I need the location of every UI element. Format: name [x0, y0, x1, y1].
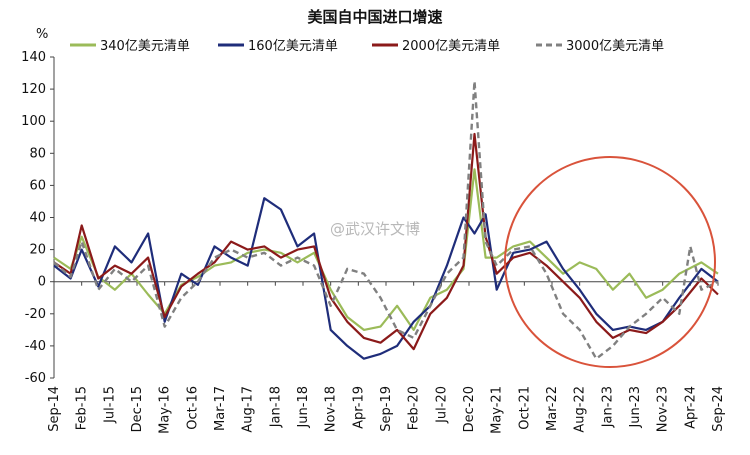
x-tick-label: Jul-15 — [102, 386, 117, 424]
x-tick-label: Jan-23 — [600, 386, 615, 428]
y-tick-label: 60 — [29, 178, 46, 193]
y-tick-label: -20 — [25, 307, 46, 322]
legend: 340亿美元清单 160亿美元清单 2000亿美元清单 3000亿美元清单 — [70, 39, 664, 54]
x-tick-label: Sep-19 — [379, 386, 394, 432]
series-line — [53, 132, 719, 351]
x-tick-label: Nov-23 — [656, 386, 671, 432]
x-tick-label: Jul-20 — [434, 386, 449, 424]
watermark: @武汉许文博 — [330, 220, 420, 238]
x-tick-label: Dec-15 — [130, 386, 145, 432]
x-tick-label: May-16 — [158, 386, 173, 434]
y-tick-label: 80 — [29, 146, 46, 161]
chart-title: 美国自中国进口增速 — [307, 8, 442, 26]
y-tick-label: -40 — [25, 339, 46, 354]
series-lines — [53, 79, 719, 360]
legend-label: 340亿美元清单 — [100, 39, 190, 54]
x-tick-label: May-21 — [490, 386, 505, 434]
legend-label: 160亿美元清单 — [248, 39, 338, 54]
y-unit-label: % — [36, 27, 48, 42]
x-tick-label: Jun-18 — [296, 386, 311, 429]
x-axis: Sep-14 Feb-15 Jul-15 Dec-15 May-16 Oct-16 Mar-… — [47, 281, 726, 434]
highlight-circle — [504, 156, 716, 368]
y-tick-label: 40 — [29, 211, 46, 226]
y-tick-label: 20 — [29, 243, 46, 258]
legend-label: 2000亿美元清单 — [402, 39, 500, 54]
x-tick-label: Jun-23 — [628, 386, 643, 429]
y-tick-label: -60 — [25, 371, 46, 386]
x-tick-label: Oct-16 — [185, 386, 200, 430]
y-axis: -60 -40 -20 0 20 40 60 80 100 120 140 — [21, 50, 55, 386]
x-tick-label: Mar-17 — [213, 386, 228, 431]
x-tick-label: Oct-21 — [517, 386, 532, 430]
y-tick-label: 100 — [21, 114, 46, 129]
x-tick-label: Feb-15 — [75, 386, 90, 430]
series-line — [53, 168, 719, 331]
x-tick-label: Sep-24 — [711, 386, 726, 432]
x-tick-label: Feb-20 — [407, 386, 422, 430]
series-line — [53, 79, 719, 360]
x-tick-label: Sep-14 — [47, 386, 62, 432]
legend-label: 3000亿美元清单 — [566, 39, 664, 54]
y-tick-label: 0 — [38, 275, 46, 290]
x-tick-label: Jan-18 — [268, 386, 283, 428]
y-tick-label: 120 — [21, 82, 46, 97]
x-tick-label: Aug-22 — [573, 386, 588, 433]
x-tick-label: Mar-22 — [545, 386, 560, 431]
x-tick-label: Nov-18 — [324, 386, 339, 432]
x-tick-label: Apr-19 — [351, 386, 366, 429]
x-tick-label: Dec-20 — [462, 386, 477, 432]
x-tick-label: Apr-24 — [683, 386, 698, 429]
y-tick-label: 140 — [21, 50, 46, 65]
x-tick-label: Aug-17 — [241, 386, 256, 433]
